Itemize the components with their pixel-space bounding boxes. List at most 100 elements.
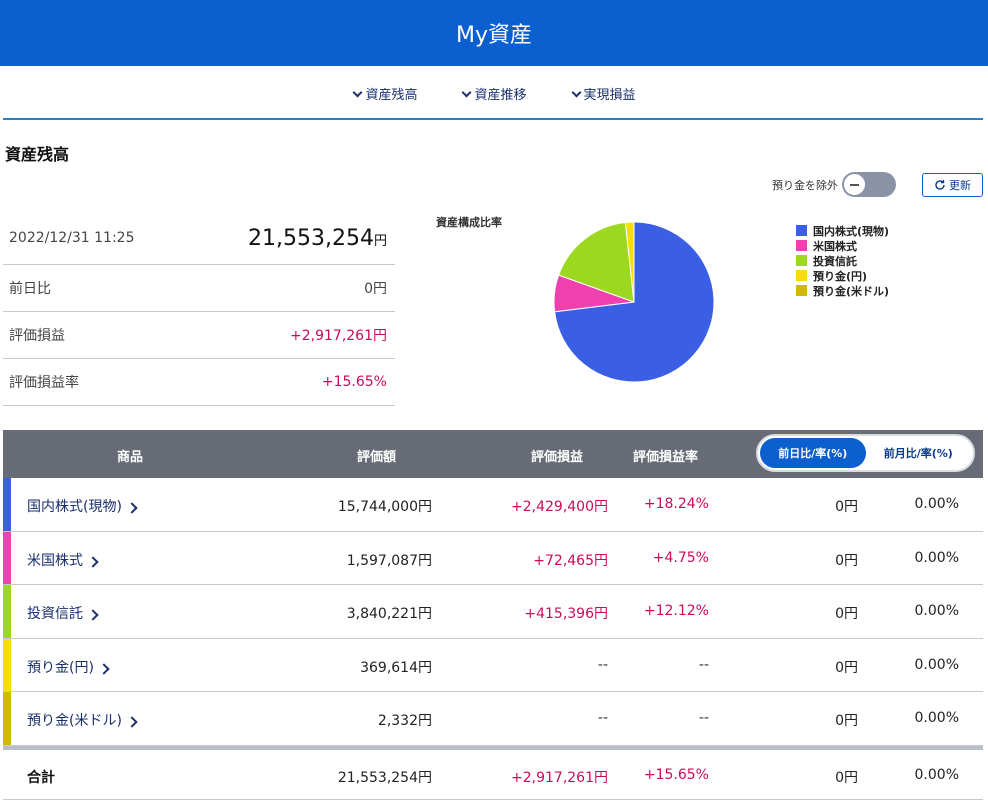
refresh-button[interactable]: 更新 bbox=[922, 173, 983, 197]
valuation-cell: 369,614円 bbox=[360, 659, 432, 676]
exclude-deposit-control: 預り金を除外 bbox=[772, 172, 896, 197]
nav-label: 実現損益 bbox=[583, 87, 636, 103]
yen-unit: 円 bbox=[373, 233, 387, 249]
legend-item: 米国株式 bbox=[796, 238, 889, 253]
pl-rate-cell: +18.24% bbox=[643, 496, 709, 512]
nav-asset-trend[interactable]: 資産推移 bbox=[461, 84, 526, 103]
chevron-right-icon bbox=[89, 556, 98, 568]
product-name: 預り金(円) bbox=[27, 659, 94, 676]
legend-label: 国内株式(現物) bbox=[813, 224, 890, 238]
summary-panel: 2022/12/31 11:25 21,553,254円 前日比 0円 評価損益… bbox=[3, 212, 395, 406]
table-header: 商品 評価額 評価損益 評価損益率 前日比/率(%) 前月比/率(%) bbox=[3, 430, 983, 478]
summary-total-value: 21,553,254円 bbox=[248, 226, 387, 251]
chevron-right-icon bbox=[100, 663, 109, 675]
chevron-down-icon bbox=[352, 88, 363, 99]
summary-value: 0円 bbox=[364, 281, 387, 297]
total-valuation: 21,553,254円 bbox=[337, 769, 432, 786]
legend-swatch bbox=[796, 225, 807, 236]
refresh-icon bbox=[935, 180, 945, 190]
diff-cell: 0円 bbox=[835, 606, 858, 622]
chevron-right-icon bbox=[89, 609, 98, 621]
summary-datetime: 2022/12/31 11:25 bbox=[9, 230, 135, 246]
summary-value: +2,917,261円 bbox=[290, 328, 387, 344]
summary-total-row: 2022/12/31 11:25 21,553,254円 bbox=[3, 212, 395, 265]
product-name: 米国株式 bbox=[27, 552, 83, 569]
valuation-cell: 3,840,221円 bbox=[346, 606, 432, 622]
page-title: My資産 bbox=[455, 23, 532, 48]
nav-label: 資産残高 bbox=[365, 87, 418, 103]
legend-label: 投資信託 bbox=[813, 254, 857, 268]
product-name: 投資信託 bbox=[27, 606, 83, 622]
diff-cell: 0円 bbox=[835, 499, 858, 515]
category-color-bar bbox=[3, 585, 11, 638]
product-link[interactable]: 預り金(米ドル) bbox=[27, 710, 137, 730]
total-diff: 0円 bbox=[835, 769, 858, 786]
diff-cell: 0円 bbox=[835, 552, 858, 569]
chevron-right-icon bbox=[128, 502, 137, 514]
day-diff-button[interactable]: 前日比/率(%) bbox=[760, 438, 866, 468]
product-link[interactable]: 米国株式 bbox=[27, 550, 98, 570]
total-pl-rate: +15.65% bbox=[643, 766, 709, 783]
valuation-cell: 2,332円 bbox=[377, 713, 432, 729]
product-link[interactable]: 国内株式(現物) bbox=[27, 496, 137, 516]
pl-cell: -- bbox=[597, 656, 608, 673]
app-header: My資産 bbox=[0, 0, 988, 66]
nav-realized-pl[interactable]: 実現損益 bbox=[571, 84, 636, 103]
period-toggle: 前日比/率(%) 前月比/率(%) bbox=[756, 434, 975, 472]
total-pl: +2,917,261円 bbox=[511, 769, 608, 786]
exclude-deposit-toggle[interactable] bbox=[842, 172, 896, 197]
table-row: 国内株式(現物) 15,744,000円 +2,429,400円 +18.24%… bbox=[3, 478, 983, 532]
total-diff-rate: 0.00% bbox=[914, 766, 959, 783]
category-color-bar bbox=[3, 531, 11, 584]
legend-label: 預り金(米ドル) bbox=[813, 284, 890, 298]
pl-rate-cell: -- bbox=[698, 710, 709, 726]
legend-item: 国内株式(現物) bbox=[796, 223, 889, 238]
chart-legend: 国内株式(現物) 米国株式 投資信託 預り金(円) 預り金(米ドル) bbox=[796, 223, 889, 298]
toggle-knob bbox=[843, 173, 866, 196]
pie-slice-2 bbox=[558, 221, 635, 303]
table-row: 米国株式 1,597,087円 +72,465円 +4.75% 0円 0.00% bbox=[3, 531, 983, 585]
pl-cell: -- bbox=[597, 710, 608, 726]
header-valuation: 評価額 bbox=[357, 450, 397, 465]
summary-value: +15.65% bbox=[321, 374, 387, 390]
category-color-bar bbox=[3, 638, 11, 691]
month-diff-button[interactable]: 前月比/率(%) bbox=[883, 447, 953, 460]
product-link[interactable]: 預り金(円) bbox=[27, 657, 109, 677]
table-total-row: 合計 21,553,254円 +2,917,261円 +15.65% 0円 0.… bbox=[3, 750, 983, 800]
category-color-bar bbox=[3, 692, 11, 745]
legend-swatch bbox=[796, 285, 807, 296]
chevron-down-icon bbox=[571, 88, 582, 99]
diff-rate-cell: 0.00% bbox=[914, 710, 959, 726]
table-row: 投資信託 3,840,221円 +415,396円 +12.12% 0円 0.0… bbox=[3, 585, 983, 639]
summary-row-pl: 評価損益 +2,917,261円 bbox=[3, 312, 395, 359]
summary-row-pl-rate: 評価損益率 +15.65% bbox=[3, 359, 395, 406]
valuation-cell: 15,744,000円 bbox=[337, 499, 432, 515]
header-product: 商品 bbox=[117, 450, 144, 465]
chevron-down-icon bbox=[461, 88, 472, 99]
divider bbox=[3, 118, 983, 120]
category-color-bar bbox=[3, 478, 11, 531]
chevron-right-icon bbox=[128, 716, 137, 728]
valuation-cell: 1,597,087円 bbox=[346, 552, 432, 569]
legend-label: 預り金(円) bbox=[813, 269, 868, 283]
total-amount: 21,553,254 bbox=[248, 225, 374, 251]
pl-cell: +72,465円 bbox=[533, 552, 608, 569]
chart-title: 資産構成比率 bbox=[436, 216, 502, 229]
nav-asset-balance[interactable]: 資産残高 bbox=[352, 84, 417, 103]
product-name: 預り金(米ドル) bbox=[27, 713, 122, 729]
header-pl: 評価損益 bbox=[531, 450, 584, 465]
table-row: 預り金(円) 369,614円 -- -- 0円 0.00% bbox=[3, 638, 983, 692]
section-nav: 資産残高 資産推移 実現損益 bbox=[0, 66, 988, 120]
summary-label: 前日比 bbox=[9, 281, 51, 297]
product-name: 国内株式(現物) bbox=[27, 499, 122, 515]
diff-rate-cell: 0.00% bbox=[914, 603, 959, 619]
diff-rate-cell: 0.00% bbox=[914, 496, 959, 512]
product-link[interactable]: 投資信託 bbox=[27, 603, 98, 623]
diff-cell: 0円 bbox=[835, 659, 858, 676]
summary-row-day-diff: 前日比 0円 bbox=[3, 265, 395, 312]
diff-rate-cell: 0.00% bbox=[914, 549, 959, 566]
pl-rate-cell: -- bbox=[698, 656, 709, 673]
diff-rate-cell: 0.00% bbox=[914, 656, 959, 673]
pl-cell: +415,396円 bbox=[524, 606, 608, 622]
refresh-label: 更新 bbox=[949, 179, 971, 192]
